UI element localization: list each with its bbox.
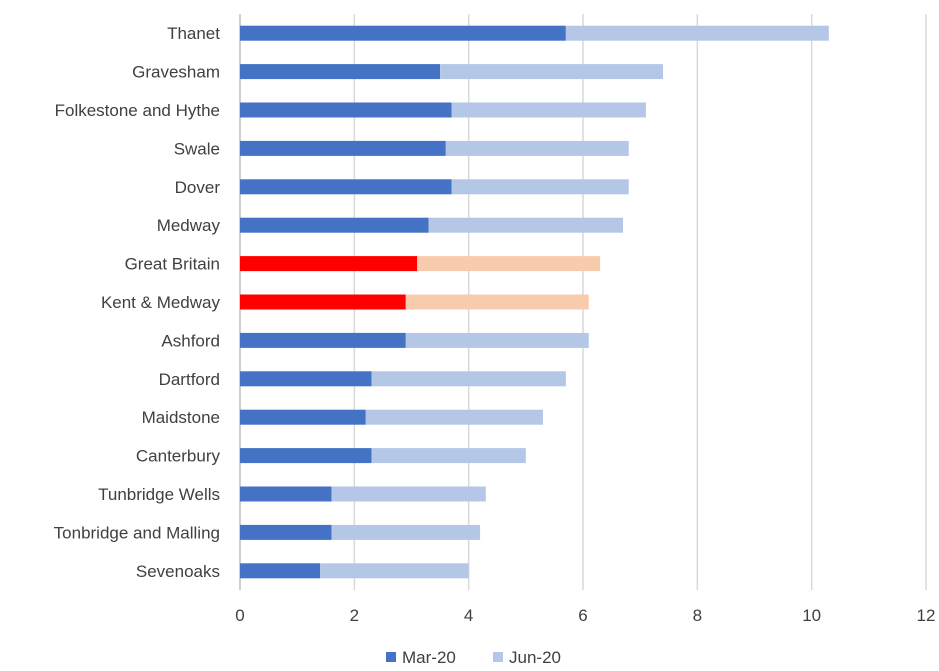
category-label: Tonbridge and Malling bbox=[54, 523, 220, 542]
bar-mar-20 bbox=[240, 179, 452, 195]
bar-mar-20 bbox=[240, 102, 452, 118]
bar-jun-20 bbox=[331, 524, 481, 540]
bar-jun-20 bbox=[565, 25, 829, 41]
bar-jun-20 bbox=[320, 563, 469, 579]
x-tick-label: 12 bbox=[917, 606, 936, 625]
category-label: Ashford bbox=[161, 331, 220, 350]
bar-jun-20 bbox=[451, 179, 629, 195]
bar-jun-20 bbox=[417, 256, 601, 272]
bar-mar-20 bbox=[240, 524, 332, 540]
category-labels: Thanet Gravesham Folkestone and Hythe Swale… bbox=[54, 24, 221, 581]
category-label: Thanet bbox=[167, 24, 220, 43]
category-label: Dartford bbox=[159, 370, 220, 389]
category-label: Folkestone and Hythe bbox=[55, 101, 220, 120]
bar-mar-20 bbox=[240, 64, 441, 80]
x-tick-label: 10 bbox=[802, 606, 821, 625]
x-tick-label: 0 bbox=[235, 606, 244, 625]
bar-mar-20 bbox=[240, 563, 321, 579]
bar-mar-20 bbox=[240, 448, 372, 464]
bar-jun-20 bbox=[365, 409, 543, 425]
x-tick-label: 8 bbox=[693, 606, 702, 625]
category-label: Tunbridge Wells bbox=[98, 485, 220, 504]
bar-mar-20 bbox=[240, 409, 366, 425]
x-tick-label: 4 bbox=[464, 606, 473, 625]
category-label: Canterbury bbox=[136, 447, 221, 466]
bar-jun-20 bbox=[371, 371, 566, 387]
legend: Mar-20 Jun-20 bbox=[386, 648, 561, 667]
bar-jun-20 bbox=[440, 64, 664, 80]
bar-mar-20 bbox=[240, 371, 372, 387]
category-label: Sevenoaks bbox=[136, 562, 220, 581]
bar-mar-20 bbox=[240, 294, 406, 310]
legend-label: Jun-20 bbox=[509, 648, 561, 667]
bar-jun-20 bbox=[428, 217, 624, 233]
x-tick-labels: 0 2 4 6 8 10 12 bbox=[235, 606, 935, 625]
legend-label: Mar-20 bbox=[402, 648, 456, 667]
bar-mar-20 bbox=[240, 217, 429, 233]
legend-swatch bbox=[386, 652, 396, 662]
x-tick-label: 2 bbox=[350, 606, 359, 625]
bar-mar-20 bbox=[240, 332, 406, 348]
bar-mar-20 bbox=[240, 486, 332, 502]
category-label: Swale bbox=[174, 139, 220, 158]
bar-jun-20 bbox=[405, 294, 589, 310]
bar-mar-20 bbox=[240, 140, 446, 156]
bars bbox=[240, 25, 829, 579]
bar-jun-20 bbox=[405, 332, 589, 348]
bar-jun-20 bbox=[371, 448, 526, 464]
legend-swatch bbox=[493, 652, 503, 662]
category-label: Maidstone bbox=[142, 408, 220, 427]
bar-jun-20 bbox=[451, 102, 646, 118]
category-label: Dover bbox=[175, 178, 221, 197]
bar-mar-20 bbox=[240, 25, 566, 41]
category-label: Kent & Medway bbox=[101, 293, 221, 312]
category-label: Medway bbox=[157, 216, 221, 235]
category-label: Gravesham bbox=[132, 63, 220, 82]
legend-jun-20: Jun-20 bbox=[493, 648, 561, 667]
bar-mar-20 bbox=[240, 256, 418, 272]
legend-mar-20: Mar-20 bbox=[386, 648, 456, 667]
bar-jun-20 bbox=[331, 486, 486, 502]
x-tick-label: 6 bbox=[578, 606, 587, 625]
bar-jun-20 bbox=[445, 140, 629, 156]
category-label: Great Britain bbox=[125, 255, 220, 274]
